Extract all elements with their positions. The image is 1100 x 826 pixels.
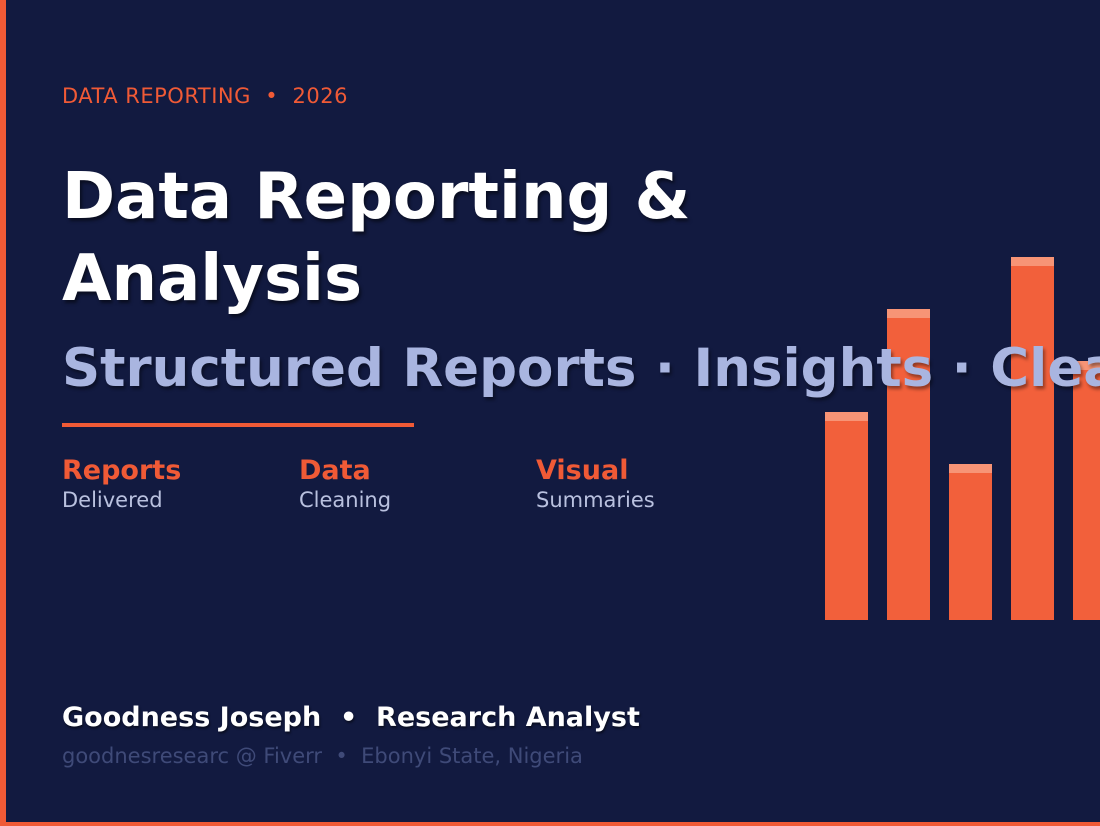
author: Goodness Joseph • Research Analyst bbox=[62, 702, 640, 733]
feature-label: Reports bbox=[62, 455, 182, 486]
feature-label: Data bbox=[299, 455, 371, 486]
feature: Reports Delivered bbox=[62, 455, 181, 512]
contact: goodnesresearc @ Fiverr • Ebonyi State, … bbox=[62, 744, 583, 768]
decor-bar bbox=[1011, 257, 1054, 620]
feature-label: Visual bbox=[536, 455, 629, 486]
feature-sub: Delivered bbox=[62, 488, 163, 512]
eyebrow: DATA REPORTING • 2026 bbox=[62, 84, 348, 108]
divider bbox=[62, 423, 414, 427]
subtitle: Structured Reports · Insights · Clea bbox=[62, 338, 1100, 399]
decor-bar bbox=[887, 309, 930, 620]
decor-bar bbox=[949, 464, 992, 620]
decor-bar bbox=[825, 412, 868, 620]
decor-bar bbox=[1073, 361, 1100, 620]
title: Data Reporting & Analysis bbox=[62, 160, 691, 316]
feature: Data Cleaning bbox=[299, 455, 391, 512]
feature: Visual Summaries bbox=[536, 455, 655, 512]
feature-sub: Cleaning bbox=[299, 488, 392, 512]
feature-sub: Summaries bbox=[536, 488, 655, 512]
